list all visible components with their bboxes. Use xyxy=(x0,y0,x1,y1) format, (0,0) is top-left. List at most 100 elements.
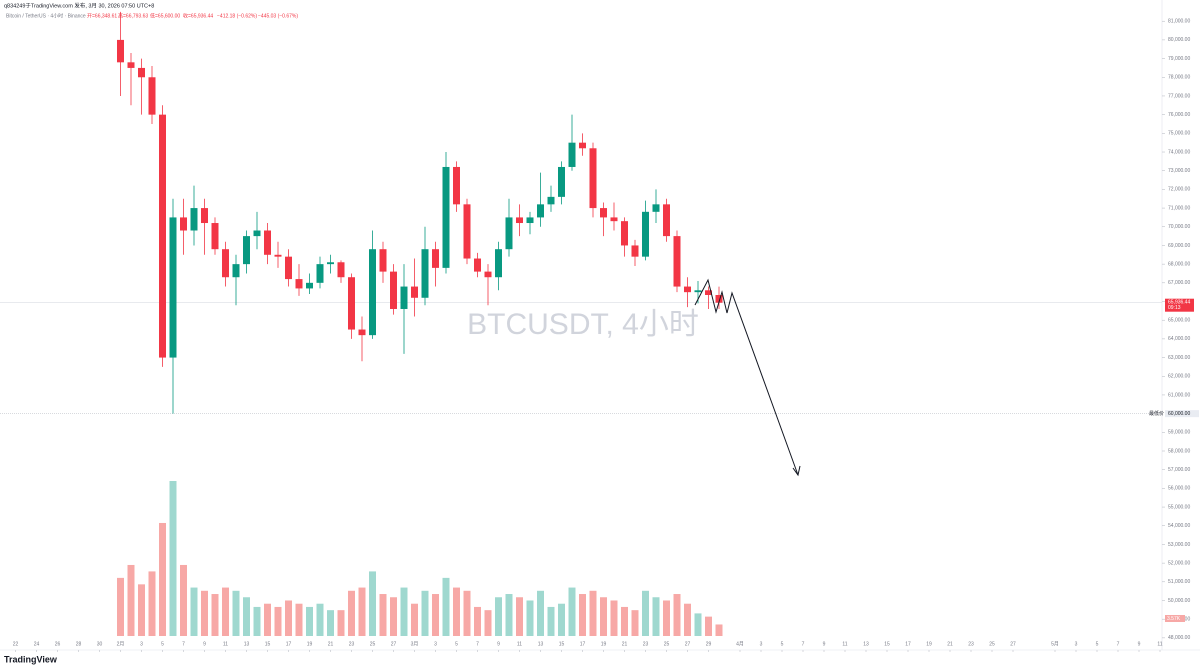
volume-bar xyxy=(117,577,124,636)
x-tick-label: 15 xyxy=(265,641,271,647)
y-tick-label: 67,000.00 xyxy=(1168,280,1190,286)
y-tick-label: 59,000.00 xyxy=(1168,430,1190,436)
y-tick-label: 80,000.00 xyxy=(1168,37,1190,43)
candle-body xyxy=(411,286,418,298)
candle-body xyxy=(631,245,639,257)
volume-bar xyxy=(684,603,691,636)
x-tick-label: 11 xyxy=(517,641,522,647)
x-tick-label: 21 xyxy=(622,641,628,647)
volume-bar xyxy=(579,594,586,636)
x-tick-label: 29 xyxy=(706,641,712,647)
legend: Bitcoin / TetherUS · 4小时 · Binance 开=66,… xyxy=(6,12,298,19)
volume-bar xyxy=(631,610,639,636)
candle-body xyxy=(358,329,366,336)
ohlc-close: 收=65,936.44 xyxy=(183,12,213,19)
y-tick-label: 72,000.00 xyxy=(1168,187,1190,193)
x-tick-label: 3 xyxy=(140,641,143,647)
volume-bar xyxy=(369,571,376,636)
volume-bar xyxy=(138,584,145,636)
candle-body xyxy=(568,142,576,167)
candle-body xyxy=(222,249,229,278)
volume-bar xyxy=(148,571,156,636)
candle-body xyxy=(274,254,282,257)
candle-body xyxy=(421,249,429,298)
volume-bar xyxy=(474,606,481,636)
volume-bar xyxy=(495,597,502,636)
candle-body xyxy=(348,277,355,330)
y-tick-label: 53,000.00 xyxy=(1168,542,1190,548)
volume-bar xyxy=(285,600,292,636)
x-tick-label: 11 xyxy=(223,641,228,647)
candle-body xyxy=(159,114,166,358)
x-tick-label: 30 xyxy=(97,641,103,647)
x-tick-label: 4月 xyxy=(736,641,744,647)
volume-bar xyxy=(558,603,565,636)
y-tick-label: 77,000.00 xyxy=(1168,93,1190,99)
candle-body xyxy=(253,230,261,237)
volume-bar xyxy=(526,600,534,636)
x-tick-label: 19 xyxy=(926,641,932,647)
volume-bar xyxy=(201,590,208,636)
candle-body xyxy=(295,279,303,289)
candle-body xyxy=(453,166,460,205)
volume-bar xyxy=(169,481,177,636)
x-tick-label: 19 xyxy=(307,641,313,647)
y-tick-label: 70,000.00 xyxy=(1168,224,1190,230)
low-line-label: 60,000.00 xyxy=(1168,411,1190,417)
x-tick-label: 25 xyxy=(370,641,376,647)
candle-body xyxy=(432,249,439,268)
volume-label-bg xyxy=(1165,615,1185,622)
volume-bar xyxy=(715,624,723,636)
volume-bar xyxy=(337,610,345,636)
volume-bar xyxy=(295,603,303,636)
low-label-bg xyxy=(1165,410,1199,418)
volume-bar xyxy=(705,616,712,636)
x-tick-label: 15 xyxy=(559,641,565,647)
volume-bar xyxy=(673,594,681,636)
y-tick-label: 61,000.00 xyxy=(1168,392,1190,398)
low-line-name: 最低价 xyxy=(1149,410,1164,417)
x-tick-label: 7 xyxy=(182,641,185,647)
x-tick-label: 23 xyxy=(349,641,355,647)
volume-bar xyxy=(610,600,618,636)
volume-bar xyxy=(694,613,702,636)
x-tick-label: 15 xyxy=(884,641,890,647)
candle-body xyxy=(285,256,292,280)
volume-bar xyxy=(180,564,187,636)
candle-body xyxy=(390,271,397,309)
volume-bar xyxy=(274,606,282,636)
volume-bar xyxy=(400,587,408,636)
x-tick-label: 26 xyxy=(55,641,61,647)
volume-bar xyxy=(358,587,366,636)
volume-bar xyxy=(411,603,418,636)
volume-bar xyxy=(589,590,597,636)
candle-body xyxy=(316,264,324,283)
candle-body xyxy=(663,204,670,237)
x-tick-label: 23 xyxy=(968,641,974,647)
x-tick-label: 7 xyxy=(1117,641,1120,647)
candle-body xyxy=(337,262,345,278)
watermark: BTCUSDT, 4小时 xyxy=(467,308,699,341)
volume-bar xyxy=(516,597,523,636)
candle-body xyxy=(505,217,513,250)
plot-area: 81,000.00 80,000.00 79,000.00 78,000.00 77,0… xyxy=(0,11,1199,652)
y-tick-label: 58,000.00 xyxy=(1168,448,1190,454)
y-tick-label: 69,000.00 xyxy=(1168,243,1190,249)
candle-body xyxy=(558,166,565,197)
volume-bar xyxy=(127,564,135,636)
candle-body xyxy=(211,223,219,250)
volume-label: 3.57K xyxy=(1167,616,1181,622)
volume-bar xyxy=(600,597,607,636)
x-tick-label: 13 xyxy=(244,641,250,647)
y-tick-label: 64,000.00 xyxy=(1168,336,1190,342)
x-tick-label: 5 xyxy=(1096,641,1099,647)
candle-body xyxy=(180,217,187,231)
x-tick-label: 23 xyxy=(643,641,649,647)
x-tick-label: 24 xyxy=(34,641,40,647)
x-tick-label: 7 xyxy=(802,641,805,647)
x-tick-label: 5月 xyxy=(1051,641,1059,647)
candle-body xyxy=(369,249,376,336)
x-tick-label: 17 xyxy=(905,641,911,647)
candle-body xyxy=(400,286,408,309)
